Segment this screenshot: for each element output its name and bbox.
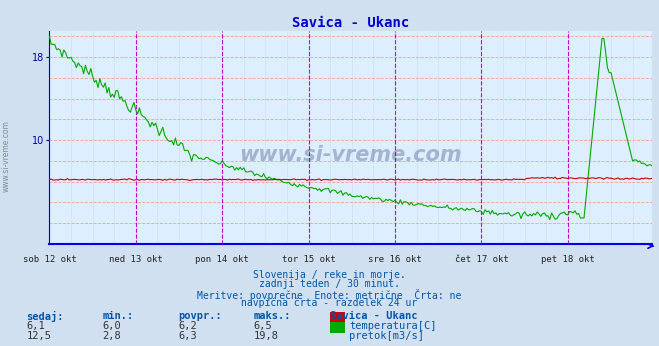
Text: temperatura[C]: temperatura[C]	[349, 321, 437, 331]
Text: maks.:: maks.:	[254, 311, 291, 321]
Text: sre 16 okt: sre 16 okt	[368, 255, 422, 264]
Text: pet 18 okt: pet 18 okt	[541, 255, 594, 264]
Text: povpr.:: povpr.:	[178, 311, 221, 321]
Text: navpična črta - razdelek 24 ur: navpična črta - razdelek 24 ur	[241, 298, 418, 308]
Text: sedaj:: sedaj:	[26, 311, 64, 322]
Text: 12,5: 12,5	[26, 331, 51, 341]
Text: min.:: min.:	[102, 311, 133, 321]
Text: 19,8: 19,8	[254, 331, 279, 341]
Text: www.si-vreme.com: www.si-vreme.com	[2, 120, 11, 192]
Title: Savica - Ukanc: Savica - Ukanc	[293, 16, 409, 30]
Text: pon 14 okt: pon 14 okt	[195, 255, 249, 264]
Text: ned 13 okt: ned 13 okt	[109, 255, 163, 264]
Text: Meritve: povprečne  Enote: metrične  Črta: ne: Meritve: povprečne Enote: metrične Črta:…	[197, 289, 462, 301]
Text: zadnji teden / 30 minut.: zadnji teden / 30 minut.	[259, 279, 400, 289]
Text: www.si-vreme.com: www.si-vreme.com	[240, 145, 462, 165]
Text: 6,1: 6,1	[26, 321, 45, 331]
Text: pretok[m3/s]: pretok[m3/s]	[349, 331, 424, 341]
Text: Savica - Ukanc: Savica - Ukanc	[330, 311, 417, 321]
Text: 6,3: 6,3	[178, 331, 196, 341]
Text: 6,2: 6,2	[178, 321, 196, 331]
Text: 2,8: 2,8	[102, 331, 121, 341]
Text: Slovenija / reke in morje.: Slovenija / reke in morje.	[253, 270, 406, 280]
Text: tor 15 okt: tor 15 okt	[282, 255, 335, 264]
Text: sob 12 okt: sob 12 okt	[22, 255, 76, 264]
Text: čet 17 okt: čet 17 okt	[455, 255, 508, 264]
Text: 6,0: 6,0	[102, 321, 121, 331]
Text: 6,5: 6,5	[254, 321, 272, 331]
